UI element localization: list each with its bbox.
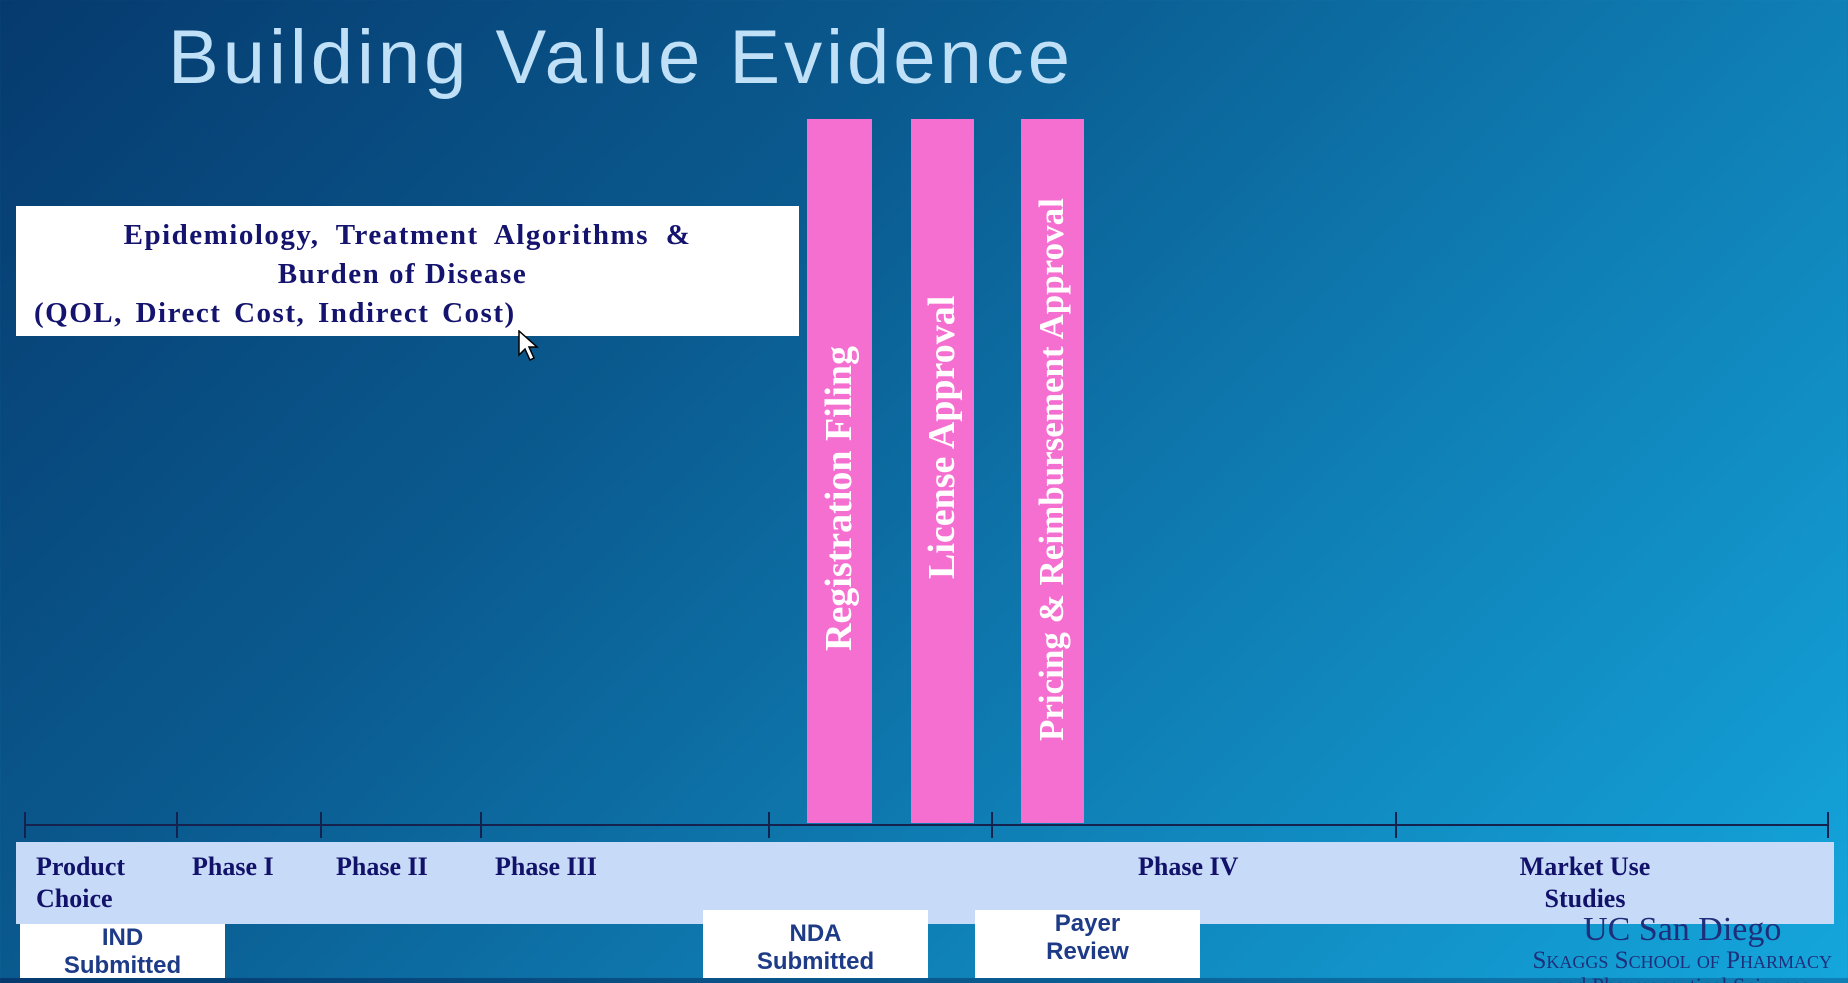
timeline-tick: [480, 812, 482, 838]
evidence-line-2: Burden of Disease: [277, 258, 528, 290]
evidence-line-1: Epidemiology, Treatment Algorithms &: [123, 219, 692, 251]
payer-line-2: Review: [1046, 938, 1129, 965]
logo-line-3: and Pharmaceutical Sciences: [1533, 975, 1833, 983]
ucsd-logo: UC San Diego Skaggs School of Pharmacy a…: [1533, 913, 1833, 983]
timeline-tick: [24, 812, 26, 838]
evidence-line-3: (QOL, Direct Cost, Indirect Cost): [34, 297, 516, 329]
timeline-tick: [768, 812, 770, 838]
license-approval-label: License Approval: [920, 295, 963, 579]
ind-line-1: IND: [101, 924, 144, 951]
phase-product-choice: Product Choice: [36, 852, 126, 913]
evidence-text-box: Epidemiology, Treatment Algorithms & Bur…: [16, 206, 799, 336]
slide-title: Building Value Evidence: [168, 15, 1075, 100]
logo-line-2: Skaggs School of Pharmacy: [1532, 947, 1833, 974]
phase-1: Phase I: [192, 852, 274, 881]
phase-4: Phase IV: [1138, 852, 1239, 881]
phase-3: Phase III: [495, 852, 597, 881]
timeline-tick: [991, 812, 993, 838]
pricing-reimbursement-bar: Pricing & Reimbursement Approval: [1021, 119, 1084, 823]
timeline-tick: [176, 812, 178, 838]
mouse-pointer-icon: [518, 330, 539, 362]
nda-line-1: NDA: [789, 920, 842, 947]
ind-submitted-box: IND Submitted: [20, 924, 225, 979]
logo-line-1: UC San Diego: [1583, 911, 1782, 948]
registration-filing-bar: Registration Filing: [807, 119, 872, 823]
license-approval-bar: License Approval: [911, 119, 974, 823]
payer-line-1: Payer: [1054, 910, 1121, 937]
payer-review-box: Payer Review: [975, 910, 1200, 978]
nda-submitted-box: NDA Submitted: [703, 910, 928, 978]
phase-market-use-studies: Market Use Studies: [1519, 852, 1651, 913]
timeline-axis: [24, 824, 1829, 826]
ind-line-2: Submitted: [63, 952, 182, 979]
nda-line-2: Submitted: [756, 948, 875, 975]
timeline-tick: [320, 812, 322, 838]
phase-2: Phase II: [336, 852, 428, 881]
timeline-tick: [1395, 812, 1397, 838]
pricing-reimbursement-label: Pricing & Reimbursement Approval: [1031, 198, 1071, 741]
registration-filing-label: Registration Filing: [817, 345, 860, 651]
timeline-tick: [1827, 812, 1829, 838]
